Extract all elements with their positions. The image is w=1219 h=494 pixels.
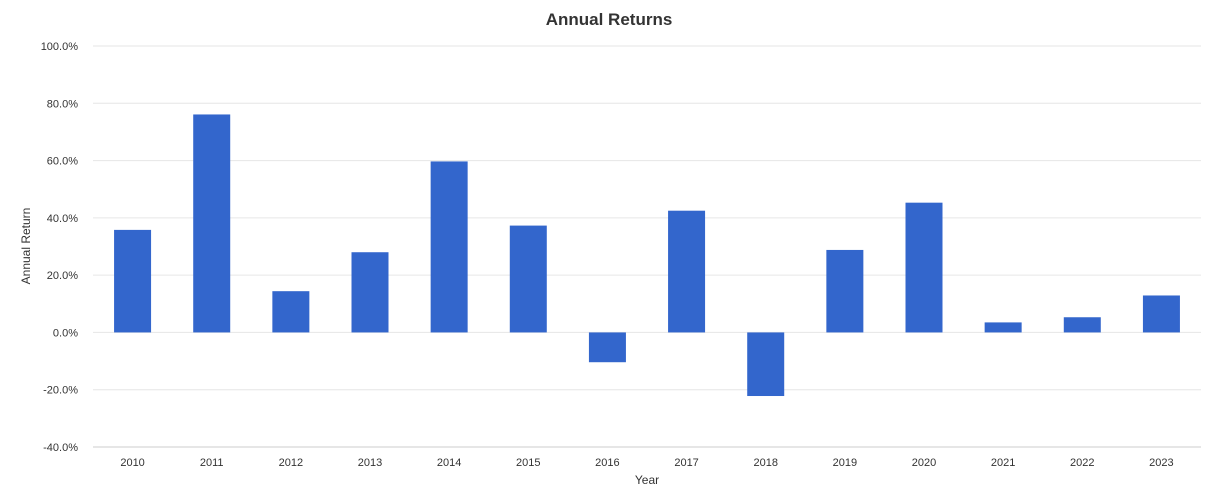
y-axis-label: Annual Return xyxy=(19,208,33,285)
x-tick-label: 2010 xyxy=(120,457,144,469)
x-tick-label: 2014 xyxy=(437,457,461,469)
bar-2013[interactable] xyxy=(351,252,389,333)
y-tick-label: 100.0% xyxy=(41,41,79,53)
x-tick-label: 2020 xyxy=(912,457,936,469)
bar-2019[interactable] xyxy=(826,249,864,333)
chart-title: Annual Returns xyxy=(546,10,673,29)
y-axis-ticks: 100.0% 80.0% 60.0% 40.0% 20.0% 0.0% -20.0% -40.… xyxy=(41,41,79,454)
y-tick-label: 40.0% xyxy=(47,213,78,225)
x-tick-label: 2023 xyxy=(1149,457,1173,469)
bar-2023[interactable] xyxy=(1142,295,1180,333)
bar-2011[interactable] xyxy=(193,114,231,333)
y-tick-label: 0.0% xyxy=(53,327,78,339)
x-tick-label: 2012 xyxy=(279,457,303,469)
y-tick-label: 20.0% xyxy=(47,270,78,282)
bar-2017[interactable] xyxy=(668,210,706,333)
x-axis-label: Year xyxy=(635,473,659,487)
grid-lines xyxy=(93,45,1201,448)
bars xyxy=(114,114,1180,397)
y-tick-label: -20.0% xyxy=(43,385,78,397)
y-tick-label: -40.0% xyxy=(43,442,78,454)
x-tick-label: 2013 xyxy=(358,457,382,469)
x-tick-label: 2016 xyxy=(595,457,619,469)
x-tick-label: 2021 xyxy=(991,457,1015,469)
bar-2012[interactable] xyxy=(272,291,310,333)
x-tick-label: 2011 xyxy=(200,457,224,469)
x-tick-label: 2022 xyxy=(1070,457,1094,469)
y-tick-label: 60.0% xyxy=(47,156,78,168)
bar-2014[interactable] xyxy=(430,161,468,333)
x-tick-label: 2019 xyxy=(833,457,857,469)
y-tick-label: 80.0% xyxy=(47,98,78,110)
bar-2018[interactable] xyxy=(747,332,785,397)
bar-2010[interactable] xyxy=(114,229,152,333)
x-tick-label: 2015 xyxy=(516,457,540,469)
x-axis-ticks: 2010 2011 2012 2013 2014 2015 2016 2017 2018 2019… xyxy=(120,457,1173,469)
bar-2021[interactable] xyxy=(984,322,1022,333)
bar-2020[interactable] xyxy=(905,202,943,333)
bar-2016[interactable] xyxy=(588,332,626,363)
bar-2022[interactable] xyxy=(1063,317,1101,333)
bar-2015[interactable] xyxy=(509,225,547,333)
x-tick-label: 2018 xyxy=(753,457,777,469)
x-tick-label: 2017 xyxy=(674,457,698,469)
